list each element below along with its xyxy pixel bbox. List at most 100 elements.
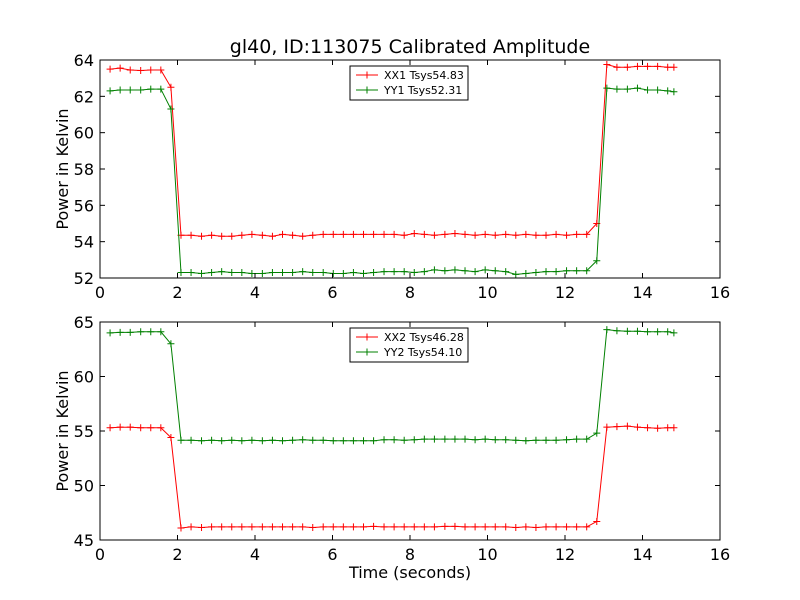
legend-box: [349, 327, 469, 363]
data-point: [502, 268, 510, 276]
data-point: [552, 230, 560, 238]
data-point: [471, 231, 479, 239]
x-tick-label: 14: [632, 283, 652, 302]
data-point: [289, 269, 297, 277]
data-point: [613, 327, 621, 335]
data-point: [349, 230, 357, 238]
data-point: [400, 436, 408, 444]
data-point: [339, 230, 347, 238]
data-point: [491, 231, 499, 239]
data-point: [441, 435, 449, 443]
top-panel: 0 2 4 6 8 10 12 14 16 52 54 56 58 60 62 64 Power in Kelv…: [53, 51, 730, 302]
data-point: [471, 436, 479, 444]
data-point: [329, 437, 337, 445]
data-point: [461, 523, 469, 531]
data-point: [451, 522, 459, 530]
data-point: [289, 436, 297, 444]
data-point: [563, 231, 571, 239]
data-point: [461, 435, 469, 443]
data-point: [512, 231, 520, 239]
x-tick-label: 12: [555, 283, 575, 302]
data-point: [670, 63, 678, 71]
data-point: [126, 86, 134, 94]
data-point: [451, 435, 459, 443]
data-point: [329, 523, 337, 531]
data-point: [106, 87, 114, 95]
data-point: [177, 524, 185, 532]
data-point: [147, 66, 155, 74]
legend: XX2 Tsys46.28 YY2 Tsys54.10: [349, 327, 469, 363]
data-point: [441, 230, 449, 238]
data-point: [633, 62, 641, 70]
data-point: [481, 230, 489, 238]
data-point: [400, 231, 408, 239]
data-point: [370, 522, 378, 530]
legend-label-1: XX2 Tsys46.28: [384, 331, 464, 344]
data-point: [583, 267, 591, 275]
y-tick-label: 58: [74, 160, 94, 179]
data-point: [157, 85, 165, 93]
data-point: [299, 436, 307, 444]
data-point: [258, 437, 266, 445]
data-point: [167, 434, 175, 442]
data-point: [522, 437, 530, 445]
x-tick-label: 8: [405, 283, 415, 302]
data-point: [491, 523, 499, 531]
x-tick-label: 6: [327, 283, 337, 302]
data-point: [380, 436, 388, 444]
data-point: [106, 424, 114, 432]
data-point: [583, 230, 591, 238]
data-point: [370, 269, 378, 277]
data-point: [157, 328, 165, 336]
data-point: [147, 328, 155, 336]
data-point: [248, 436, 256, 444]
data-point: [583, 523, 591, 531]
data-point: [167, 340, 175, 348]
data-point: [198, 437, 206, 445]
data-point: [126, 328, 134, 336]
data-point: [370, 437, 378, 445]
data-point: [279, 437, 287, 445]
data-point: [430, 435, 438, 443]
data-point: [410, 436, 418, 444]
data-point: [491, 436, 499, 444]
data-point: [198, 523, 206, 531]
legend-box: [349, 65, 469, 101]
data-point: [563, 267, 571, 275]
data-point: [208, 231, 216, 239]
data-point: [187, 523, 195, 531]
y-tick-label: 56: [74, 196, 94, 215]
data-point: [157, 424, 165, 432]
data-point: [238, 269, 246, 277]
data-point: [126, 423, 134, 431]
data-point: [400, 523, 408, 531]
y-tick-label: 64: [74, 51, 94, 70]
x-axis-label: Time (seconds): [348, 563, 471, 582]
data-point: [116, 64, 124, 72]
x-tick-label: 14: [632, 545, 652, 564]
data-point: [390, 436, 398, 444]
x-tick-label: 2: [172, 545, 182, 564]
data-point: [512, 270, 520, 278]
x-tick-label: 4: [250, 545, 260, 564]
data-point: [613, 63, 621, 71]
data-point: [603, 84, 611, 92]
data-point: [228, 232, 236, 240]
data-point: [390, 230, 398, 238]
x-tick-label: 16: [710, 545, 730, 564]
legend-marker-2: [363, 348, 371, 356]
data-point: [573, 523, 581, 531]
data-point: [248, 523, 256, 531]
x-tick-label: 8: [405, 545, 415, 564]
data-point: [563, 523, 571, 531]
data-point: [198, 269, 206, 277]
data-point: [380, 523, 388, 531]
chart-title: gl40, ID:113075 Calibrated Amplitude: [230, 36, 590, 58]
data-point: [187, 436, 195, 444]
data-point: [623, 63, 631, 71]
data-point: [198, 232, 206, 240]
data-point: [603, 61, 611, 69]
data-point: [532, 231, 540, 239]
data-point: [623, 327, 631, 335]
data-point: [644, 328, 652, 336]
